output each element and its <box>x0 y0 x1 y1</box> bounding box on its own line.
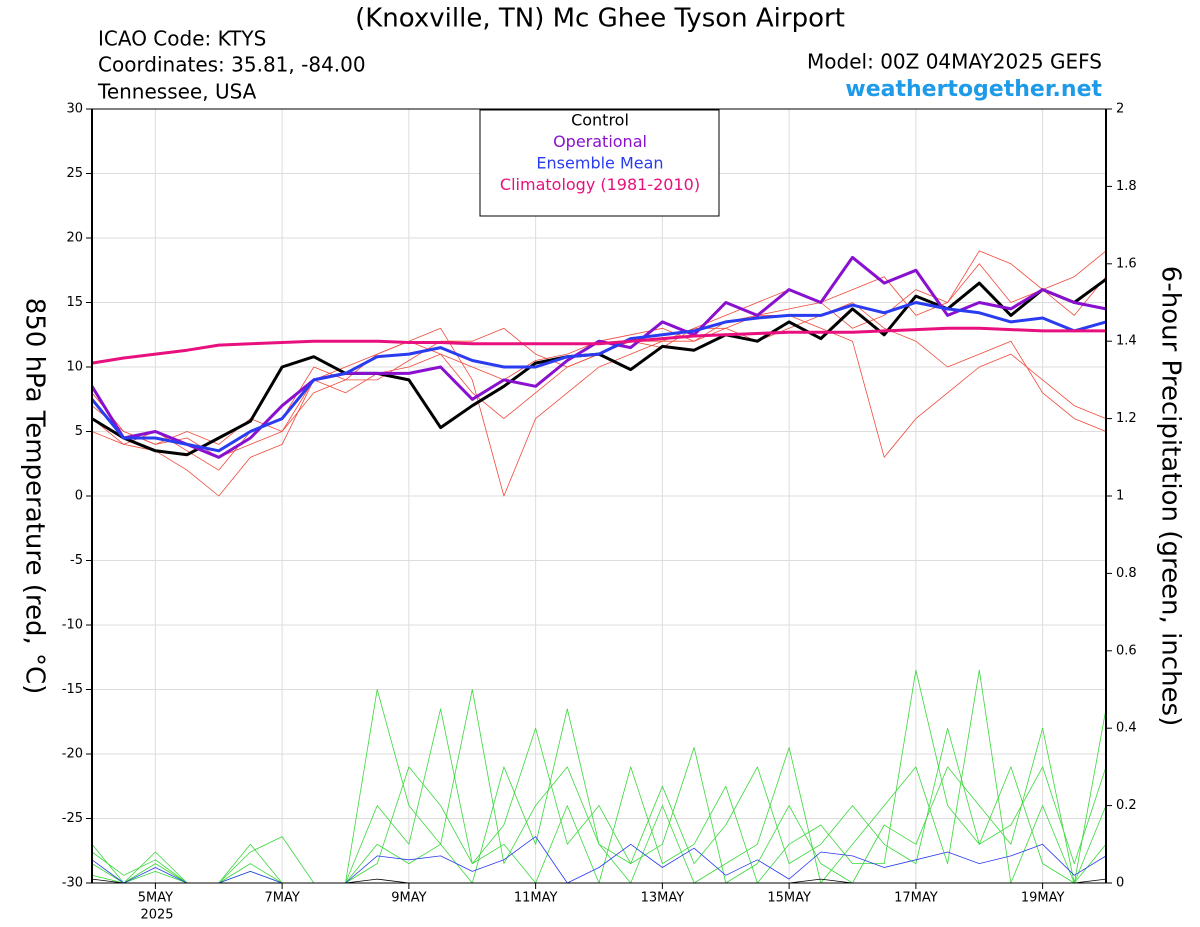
x-sublabel: 2025 <box>140 908 173 923</box>
member-line <box>91 708 1107 884</box>
x-tick-label: 7MAY <box>264 891 299 906</box>
x-tick-label: 5MAY <box>138 891 173 906</box>
series-line <box>90 255 1107 459</box>
x-tick-label: 17MAY <box>894 891 938 906</box>
member-line <box>91 836 1107 884</box>
member-line <box>91 302 1107 497</box>
y2-tick-label: 1.8 <box>1116 179 1137 194</box>
series-line <box>91 326 1106 365</box>
y-tick-label: 10 <box>66 360 83 375</box>
y2-tick-label: 1.4 <box>1116 334 1137 349</box>
y2-tick-label: 0.8 <box>1116 566 1137 581</box>
x-tick-label: 9MAY <box>391 891 426 906</box>
legend-entry: Ensemble Mean <box>536 154 663 173</box>
y-tick-label: -25 <box>62 811 83 826</box>
y-tick-label: 20 <box>66 231 83 246</box>
y2-tick-label: 0 <box>1116 876 1124 891</box>
model-text: Model: 00Z 04MAY2025 GEFS <box>807 50 1102 74</box>
site-text: weathertogether.net <box>845 77 1102 102</box>
chart-title: (Knoxville, TN) Mc Ghee Tyson Airport <box>355 4 845 34</box>
info-text: ICAO Code: KTYS <box>98 27 266 51</box>
y-tick-label: -20 <box>62 747 83 762</box>
x-tick-label: 19MAY <box>1021 891 1065 906</box>
y-tick-label: 0 <box>75 489 83 504</box>
series-line <box>90 301 1107 453</box>
y-tick-label: -5 <box>70 553 83 568</box>
member-line <box>91 669 1107 884</box>
legend-entry: Control <box>571 111 629 130</box>
info-text: Coordinates: 35.81, -84.00 <box>98 53 366 77</box>
info-text: Tennessee, USA <box>97 80 257 104</box>
legend-entry: Climatology (1981-2010) <box>500 175 700 194</box>
y2-tick-label: 0.4 <box>1116 721 1137 736</box>
y2-tick-label: 0.6 <box>1116 643 1137 658</box>
member-line <box>91 669 1107 884</box>
member-line <box>91 250 1107 445</box>
y-tick-label: -15 <box>62 682 83 697</box>
y2-axis-label: 6-hour Precipitation (green, inches) <box>1156 266 1186 726</box>
y-tick-label: 15 <box>66 295 83 310</box>
x-tick-label: 15MAY <box>767 891 811 906</box>
y2-tick-label: 1.2 <box>1116 411 1137 426</box>
x-tick-label: 13MAY <box>641 891 685 906</box>
legend-entry: Operational <box>553 132 647 151</box>
legend-box <box>479 109 720 217</box>
y-tick-label: -10 <box>62 618 83 633</box>
y2-tick-label: 1 <box>1116 489 1124 504</box>
y-tick-label: 5 <box>75 424 83 439</box>
y-tick-label: -30 <box>62 876 83 891</box>
y2-tick-label: 1.6 <box>1116 256 1137 271</box>
y2-tick-label: 2 <box>1116 102 1124 117</box>
x-tick-label: 11MAY <box>514 891 558 906</box>
y2-tick-label: 0.2 <box>1116 798 1137 813</box>
y-axis-label: 850 hPa Temperature (red, °C) <box>20 298 50 695</box>
y-tick-label: 25 <box>66 166 83 181</box>
y-tick-label: 30 <box>66 102 83 117</box>
